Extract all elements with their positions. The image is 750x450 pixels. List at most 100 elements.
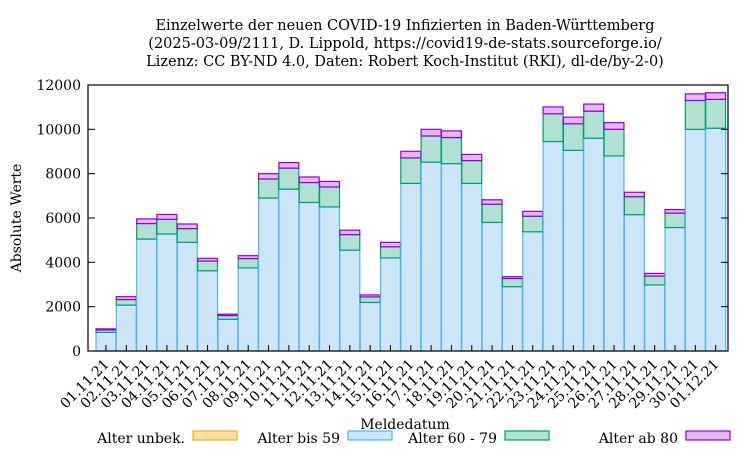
y-tick-label: 12000 [36,78,81,94]
bar-11.11.21-series-2 [298,181,320,204]
chart-title-line-3: Lizenz: CC BY-ND 4.0, Daten: Robert Koch… [146,54,664,70]
bar-28.11.21-series-3 [644,272,666,277]
y-axis-ticks: 0 2000 4000 6000 8000 10000 12000 [36,78,728,360]
bar-26.11.21-series-3 [603,122,625,130]
bar-23.11.21-series-1 [542,140,564,352]
x-axis-ticks: 01.11.2102.11.2103.11.2104.11.2105.11.21… [57,345,722,412]
legend-label: Alter bis 59 [256,431,340,447]
bar-13.11.21-series-1 [339,249,361,352]
bar-01.11.21-series-3 [95,328,117,331]
bar-18.11.21-series-1 [440,163,463,352]
bar-04.11.21-series-1 [156,233,178,352]
bar-24.11.21-series-2 [562,123,584,151]
bar-09.11.21-series-1 [257,197,280,352]
bar-22.11.21-series-1 [522,231,544,352]
y-tick-label: 6000 [45,211,81,227]
bar-29.11.21-series-1 [664,226,686,352]
bar-15.11.21-series-2 [379,246,402,259]
bar-06.11.21-series-1 [197,270,219,352]
bar-01.12.21-series-3 [705,92,727,101]
chart-title-line-1: Einzelwerte der neuen COVID-19 Infiziert… [155,18,654,34]
bar-01.12.21-series-2 [705,98,727,129]
bar-15.11.21-series-3 [379,241,402,248]
bar-24.11.21-series-1 [562,149,584,352]
bar-10.11.21-series-3 [278,161,300,169]
bar-11.11.21-series-1 [298,201,320,352]
bar-30.11.21-series-3 [684,93,706,102]
y-tick-label: 2000 [45,300,81,316]
bar-17.11.21-series-3 [420,128,442,137]
bar-10.11.21-series-2 [278,167,300,190]
bar-09.11.21-series-2 [257,178,280,199]
legend-swatch [685,430,731,441]
bar-21.11.21-series-1 [501,286,523,352]
bar-20.11.21-series-3 [481,199,503,205]
legend-label: Alter 60 - 79 [407,431,497,447]
y-axis-label: Absolute Werte [9,164,25,274]
bar-06.11.21-series-3 [197,257,219,262]
bar-22.11.21-series-2 [522,215,544,233]
bar-12.11.21-series-1 [318,206,341,352]
y-tick-label: 0 [72,344,81,360]
legend: Alter unbek. Alter bis 59 Alter 60 - 79 Alt… [96,430,731,447]
bar-30.11.21-series-2 [684,99,706,130]
bar-03.11.21-series-3 [136,218,158,225]
bar-25.11.21-series-3 [583,103,605,112]
bar-19.11.21-series-1 [461,182,483,352]
chart-title: Einzelwerte der neuen COVID-19 Infiziert… [146,18,664,70]
chart-title-line-2: (2025-03-09/2111, D. Lippold, https://co… [148,36,662,52]
bar-03.11.21-series-2 [136,222,158,240]
bar-14.11.21-series-2 [359,296,381,304]
bar-22.11.21-series-3 [522,210,544,217]
bar-14.11.21-series-1 [359,301,381,352]
bar-06.11.21-series-2 [197,260,219,272]
bar-15.11.21-series-1 [379,257,402,352]
bar-17.11.21-series-1 [420,161,442,352]
bar-26.11.21-series-1 [603,155,625,352]
legend-swatch [347,430,393,441]
bar-19.11.21-series-2 [461,159,483,185]
bar-05.11.21-series-3 [176,223,198,230]
x-axis-label: Meldedatum [360,417,450,433]
bars-layer [95,92,727,352]
bar-18.11.21-series-3 [440,130,463,139]
bar-14.11.21-series-3 [359,294,381,298]
bar-02.11.21-series-3 [115,296,137,301]
bar-04.11.21-series-2 [156,218,178,235]
bar-28.11.21-series-2 [644,275,666,286]
bar-02.11.21-series-2 [115,298,137,306]
bar-30.11.21-series-1 [684,128,706,352]
bar-26.11.21-series-2 [603,128,625,157]
bar-16.11.21-series-2 [400,157,422,185]
bar-05.11.21-series-1 [176,241,198,352]
bar-18.11.21-series-2 [440,136,463,165]
y-tick-label: 10000 [36,122,81,138]
bar-21.11.21-series-2 [501,277,523,288]
bar-08.11.21-series-3 [237,255,259,260]
bar-08.11.21-series-1 [237,267,259,352]
bar-16.11.21-series-1 [400,182,422,352]
bar-28.11.21-series-1 [644,284,666,352]
bar-10.11.21-series-1 [278,188,300,352]
bar-21.11.21-series-3 [501,276,523,280]
bar-20.11.21-series-1 [481,221,503,352]
bar-08.11.21-series-2 [237,257,259,269]
bar-02.11.21-series-1 [115,304,137,352]
plot-frame [87,84,729,352]
bar-13.11.21-series-3 [339,229,361,236]
bar-11.11.21-series-3 [298,176,320,184]
bar-17.11.21-series-2 [420,135,442,163]
bar-20.11.21-series-2 [481,203,503,224]
bar-12.11.21-series-2 [318,186,341,208]
y-tick-label: 8000 [45,167,81,183]
bar-07.11.21-series-3 [217,313,239,317]
legend-label: Alter unbek. [96,431,185,447]
bar-05.11.21-series-2 [176,228,198,243]
bar-29.11.21-series-3 [664,208,686,214]
bar-19.11.21-series-3 [461,153,483,162]
bar-01.12.21-series-1 [705,127,727,352]
legend-swatch [192,430,238,441]
y-tick-label: 4000 [45,255,81,271]
bar-23.11.21-series-3 [542,106,564,115]
